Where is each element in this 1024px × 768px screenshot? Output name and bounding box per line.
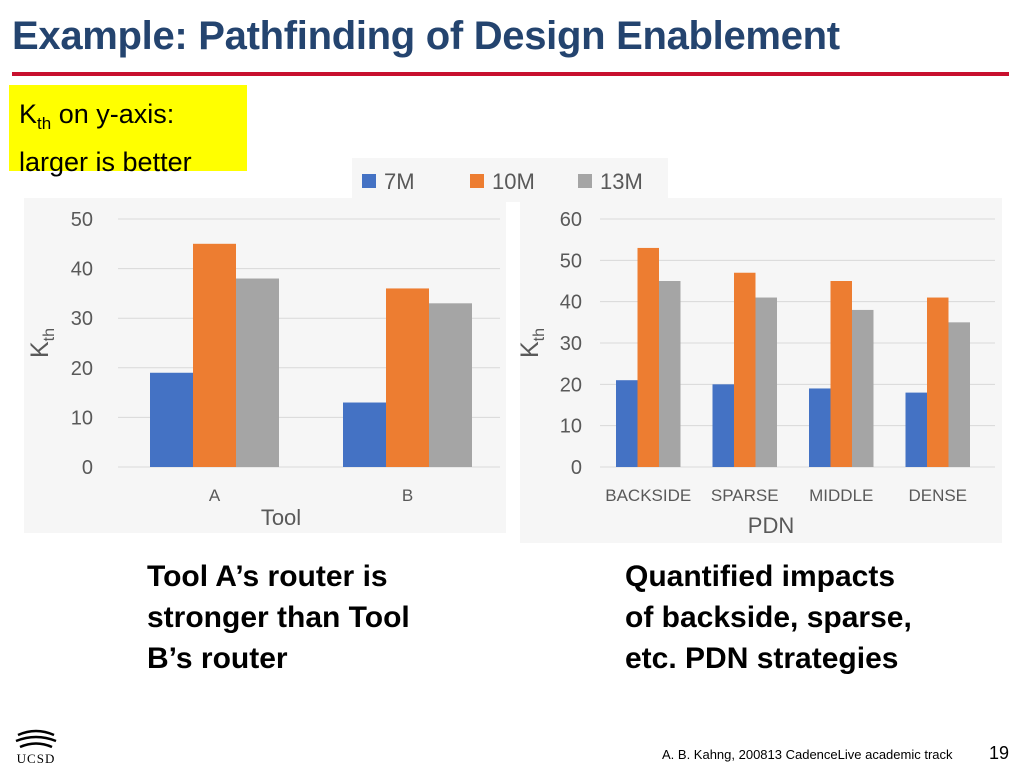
left-y-tick-label: 30: [71, 308, 93, 330]
left-x-category-label: A: [209, 486, 221, 505]
left-bar-b-10M: [386, 288, 429, 467]
right-bar-backside-10M: [637, 247, 659, 467]
left-y-tick-label: 0: [82, 457, 93, 479]
right-x-category-label: DENSE: [908, 486, 967, 505]
legend-swatch-13M: [578, 174, 592, 188]
left-y-tick-label: 40: [71, 259, 93, 281]
note-subscript: th: [37, 114, 52, 133]
legend-swatch-10M: [470, 174, 484, 188]
left-y-axis-title-main: K: [26, 341, 54, 358]
left-x-axis-title: Tool: [261, 505, 301, 530]
left-y-tick-label: 10: [71, 407, 93, 429]
right-bar-middle-10M: [830, 281, 852, 467]
right-x-axis-title: PDN: [748, 513, 794, 538]
logo-text: UCSD: [16, 751, 56, 766]
legend-background: [352, 158, 668, 202]
legend-label-10M: 10M: [492, 169, 535, 194]
right-y-tick-label: 10: [560, 416, 582, 438]
right-y-tick-label: 0: [571, 457, 582, 479]
right-x-category-label: SPARSE: [711, 486, 779, 505]
ucsd-logo: UCSD: [10, 727, 62, 767]
right-bar-backside-13M: [659, 281, 681, 467]
left-bar-a-7M: [150, 372, 193, 467]
ucsd-emblem-icon: [15, 729, 57, 749]
right-y-axis-title-sub: th: [531, 328, 548, 341]
legend-label-13M: 13M: [600, 169, 643, 194]
right-bar-middle-13M: [852, 309, 874, 467]
right-bar-sparse-7M: [712, 384, 734, 467]
right-bar-dense-10M: [927, 297, 949, 467]
footer-credit: A. B. Kahng, 200813 CadenceLive academic…: [662, 747, 953, 762]
title-divider: [12, 72, 1009, 76]
note-rest: on y-axis:: [51, 99, 175, 129]
legend-label-7M: 7M: [384, 169, 415, 194]
note-line-1: Kth on y-axis:: [19, 95, 247, 143]
note-k: K: [19, 99, 38, 129]
right-bar-sparse-10M: [734, 272, 756, 467]
left-y-axis-title: Kth: [26, 328, 58, 358]
page-number: 19: [989, 743, 1010, 763]
right-bar-sparse-13M: [755, 297, 777, 467]
right-y-tick-label: 20: [560, 374, 582, 396]
right-y-tick-label: 60: [560, 209, 582, 231]
y-axis-note: Kth on y-axis: larger is better: [9, 85, 247, 177]
right-bar-backside-7M: [616, 380, 638, 467]
right-x-category-label: BACKSIDE: [605, 486, 691, 505]
right-bar-dense-7M: [905, 392, 927, 467]
right-bar-dense-13M: [948, 322, 970, 467]
left-y-tick-label: 20: [71, 358, 93, 380]
right-y-tick-label: 50: [560, 250, 582, 272]
right-y-tick-label: 40: [560, 292, 582, 314]
slide-title: Example: Pathfinding of Design Enablemen…: [12, 14, 840, 58]
caption-left: Tool A’s router is stronger than Tool B’…: [147, 560, 410, 675]
left-bar-a-10M: [193, 243, 236, 467]
right-bar-middle-7M: [809, 388, 831, 467]
left-bar-a-13M: [236, 278, 279, 467]
right-y-tick-label: 30: [560, 333, 582, 355]
left-x-category-label: B: [402, 486, 413, 505]
left-bar-b-7M: [343, 402, 386, 467]
note-line-2: larger is better: [19, 147, 192, 177]
right-y-axis-title-main: K: [516, 341, 544, 358]
left-bar-b-13M: [429, 303, 472, 467]
left-y-tick-label: 50: [71, 209, 93, 231]
caption-right: Quantified impacts of backside, sparse, …: [625, 560, 912, 675]
right-x-category-label: MIDDLE: [809, 486, 873, 505]
right-y-axis-title: Kth: [516, 328, 548, 358]
left-y-axis-title-sub: th: [41, 328, 58, 341]
legend-swatch-7M: [362, 174, 376, 188]
